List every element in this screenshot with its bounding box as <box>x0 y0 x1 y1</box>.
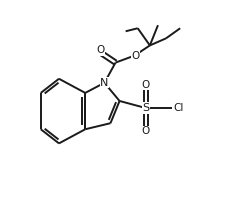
Text: O: O <box>141 126 149 136</box>
Text: N: N <box>100 78 108 88</box>
Text: O: O <box>131 50 139 61</box>
Text: O: O <box>96 46 104 55</box>
Text: S: S <box>142 103 149 113</box>
Text: Cl: Cl <box>172 103 182 113</box>
Text: O: O <box>141 80 149 90</box>
